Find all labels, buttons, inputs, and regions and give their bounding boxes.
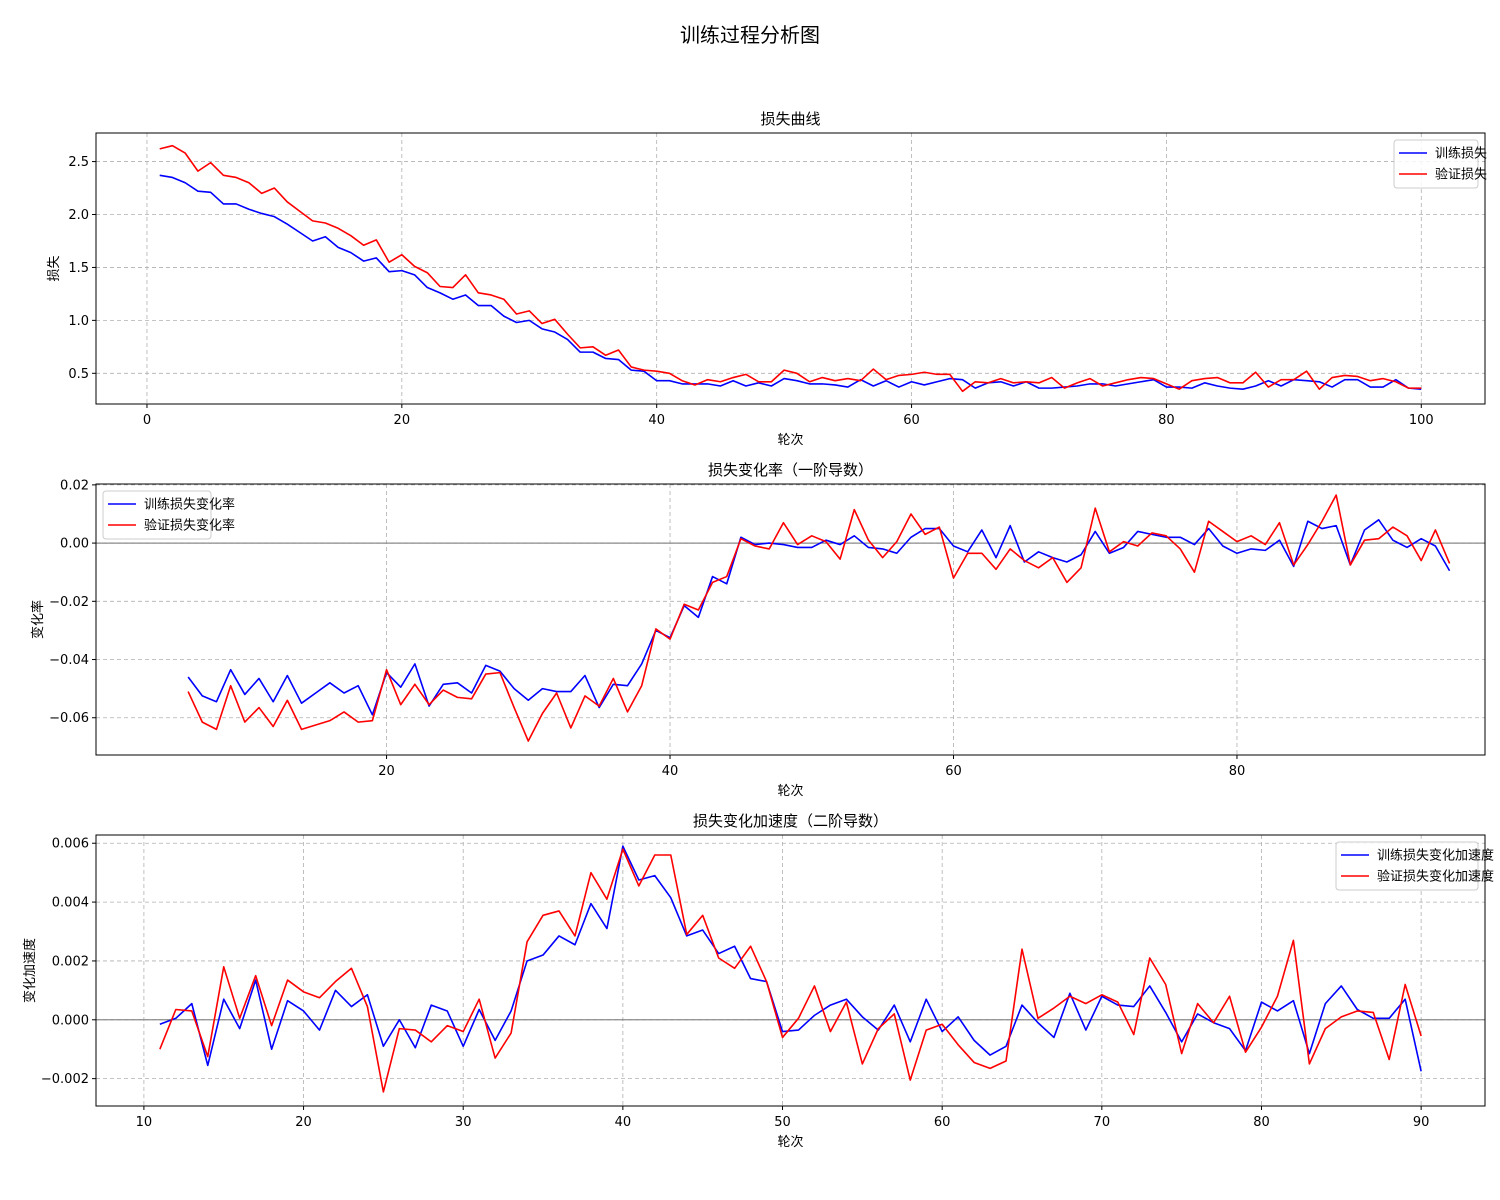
y-tick-label-3: 2.0 [68,208,89,223]
x-axis-label: 轮次 [777,1134,803,1150]
y-tick-label-4: 2.5 [68,155,89,170]
series-line-1 [159,174,1422,390]
x-tick-label-3: 60 [903,413,920,428]
legend-box [102,490,212,540]
y-tick-label-2: 1.5 [68,261,89,276]
legend-label-2: 验证损失变化率 [144,518,235,534]
axes-frame [95,483,1486,756]
y-tick-label-2: −0.02 [49,595,89,610]
x-tick-label-3: 40 [615,1115,632,1130]
legend-label-1: 训练损失 [1435,147,1487,162]
x-tick-label-7: 80 [1253,1115,1270,1130]
x-tick-label-1: 20 [295,1115,312,1130]
x-tick-label-3: 80 [1229,764,1246,779]
legend-box [1393,139,1479,189]
series-line-2 [159,848,1422,1093]
axes-frame [95,132,1486,405]
axes-frame [95,834,1486,1107]
y-axis-label: 变化加速度 [22,938,38,1003]
x-tick-label-8: 90 [1413,1115,1430,1130]
x-tick-label-4: 50 [774,1115,791,1130]
chart-panel-3: 10 20 30 40 50 60 70 80 90 −0.002 0.000 0.002 0.004 0… [22,812,1494,1150]
legend-label-2: 验证损失 [1435,167,1487,183]
legend-label-1: 训练损失变化率 [144,497,235,513]
x-tick-label-5: 60 [934,1115,951,1130]
x-tick-label-0: 0 [143,413,151,428]
y-tick-label-3: 0.004 [52,896,89,911]
y-tick-label-3: 0.00 [60,537,89,552]
y-axis-label: 损失 [47,255,62,281]
legend-label-1: 训练损失变化加速度 [1377,848,1494,864]
x-tick-label-4: 80 [1158,413,1175,428]
y-tick-label-1: 0.000 [52,1013,89,1028]
x-tick-label-2: 60 [945,764,962,779]
x-tick-label-2: 40 [648,413,665,428]
series-line-2 [159,144,1422,393]
chart-title: 损失变化加速度（二阶导数） [693,812,888,830]
chart-title: 损失曲线 [760,110,820,128]
y-tick-label-4: 0.006 [52,837,89,852]
x-tick-label-2: 30 [455,1115,472,1130]
x-tick-label-1: 20 [394,413,411,428]
chart-title: 损失变化率（一阶导数） [708,461,873,479]
x-tick-label-1: 40 [662,764,679,779]
legend-box [1335,841,1479,891]
y-tick-label-0: 0.5 [68,367,89,382]
series-line-1 [187,518,1451,716]
series-line-1 [159,845,1422,1072]
y-axis-label: 变化率 [30,600,46,639]
y-tick-label-0: −0.002 [41,1072,89,1087]
x-tick-label-0: 20 [378,764,395,779]
figure-suptitle: 训练过程分析图 [680,23,820,47]
x-tick-label-0: 10 [136,1115,153,1130]
x-tick-label-6: 70 [1094,1115,1111,1130]
y-tick-label-4: 0.02 [60,478,89,493]
x-axis-label: 轮次 [777,432,803,448]
x-axis-label: 轮次 [777,783,803,799]
x-tick-label-5: 100 [1409,413,1434,428]
y-tick-label-1: −0.04 [49,653,89,668]
y-tick-label-1: 1.0 [68,314,89,329]
legend-label-2: 验证损失变化加速度 [1377,869,1494,885]
y-tick-label-0: −0.06 [49,711,89,726]
series-line-2 [187,494,1451,742]
y-tick-label-2: 0.002 [52,954,89,969]
chart-panel-2: 20 40 60 80 −0.06 −0.04 −0.02 0.00 0.02 损失变化率（一阶导… [30,461,1486,799]
